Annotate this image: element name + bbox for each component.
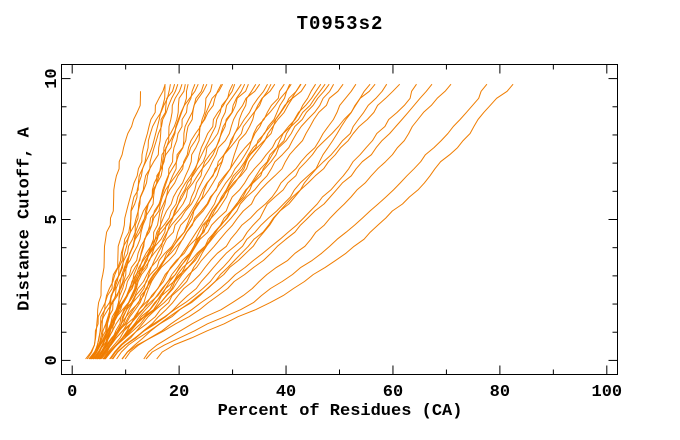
y-axis-label: Distance Cutoff, A [15,127,35,311]
model-curve [110,83,344,360]
model-curve [97,84,213,360]
model-curve [92,83,261,360]
model-curve [90,84,176,360]
model-curve [96,83,224,360]
model-curve [89,83,199,360]
model-curve [88,84,166,360]
model-curve [104,83,302,360]
x-tick-label: 20 [169,383,189,402]
model-curve [121,83,433,360]
model-curve [111,83,371,360]
model-curve [104,83,268,360]
y-tick-label: 0 [43,355,62,365]
model-curve [99,83,285,360]
model-curve [90,83,234,360]
model-curve [116,83,401,360]
model-curve [121,83,388,360]
model-curve [111,83,376,360]
x-axis-label: Percent of Residues (CA) [217,402,463,421]
model-curve [86,91,141,360]
model-curve [98,83,257,360]
model-curve [104,83,335,360]
model-curve [99,83,302,360]
x-tick-label: 0 [67,383,77,402]
model-curve [95,83,272,360]
x-tick-label: 60 [383,383,403,402]
model-curve [96,83,292,360]
y-tick-label: 10 [43,68,62,88]
model-curve [143,83,452,360]
model-curve [102,83,307,360]
y-tick-label: 5 [43,214,62,224]
model-curve [145,83,488,360]
model-curve [96,83,246,360]
model-curve [124,83,417,360]
model-curve [156,83,514,360]
chart-title: T0953s2 [296,13,384,35]
model-curve [112,83,357,360]
x-tick-label: 40 [276,383,296,402]
x-tick-label: 100 [592,383,623,402]
model-curve [96,84,249,360]
x-tick-label: 80 [490,383,510,402]
model-curve [109,83,330,360]
model-curve [94,84,183,360]
